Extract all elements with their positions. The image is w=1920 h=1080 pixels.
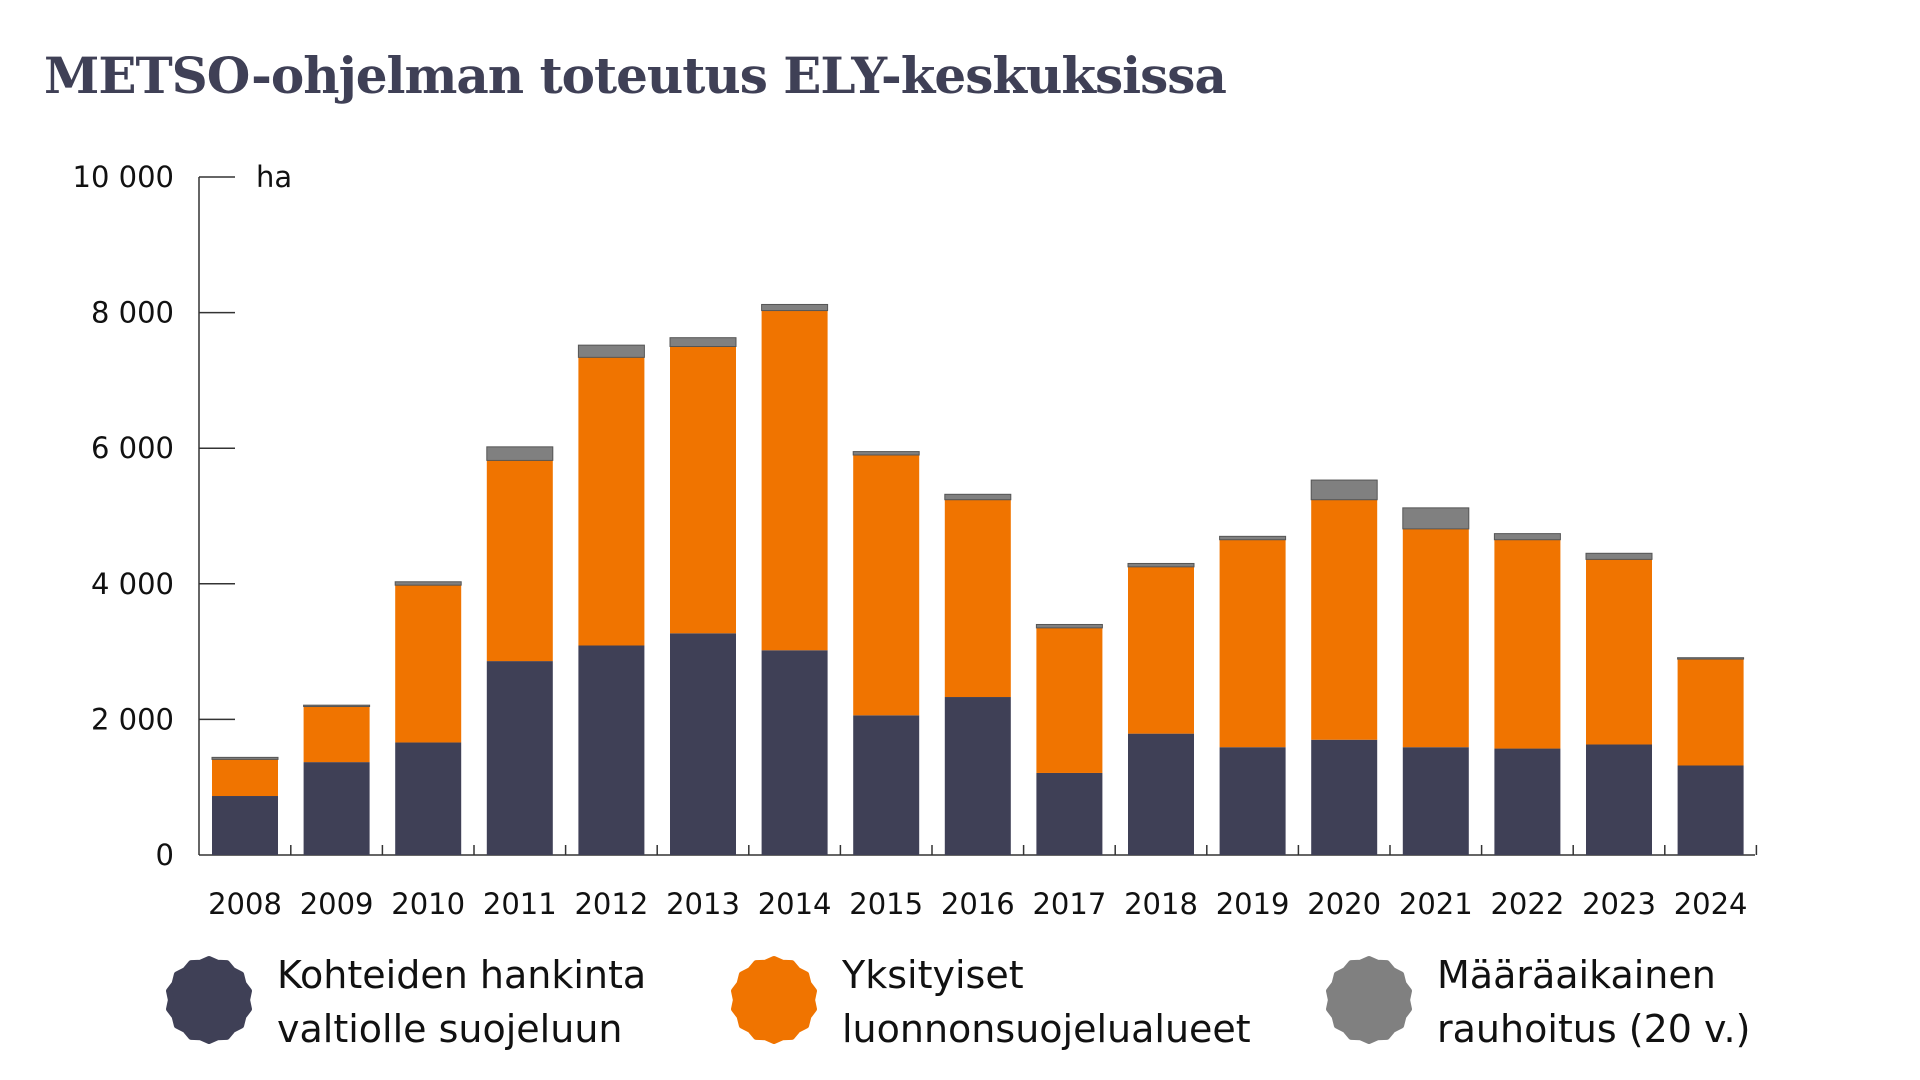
- bar-segment-2011-1: [486, 460, 553, 662]
- x-tick-label: 2020: [1307, 887, 1381, 921]
- legend-label: Kohteiden hankinta valtiolle suojeluun: [277, 948, 646, 1056]
- bar-segment-2010-0: [395, 742, 462, 855]
- x-tick-label: 2013: [666, 887, 740, 921]
- bar-segment-2011-2: [486, 446, 554, 461]
- legend-label-line: Kohteiden hankinta: [277, 953, 647, 997]
- bar-segment-2009-2: [303, 704, 371, 708]
- bar-segment-2012-0: [578, 645, 645, 855]
- bar-segment-2023-0: [1586, 744, 1652, 855]
- legend-label-line: luonnonsuojelualueet: [842, 1007, 1251, 1051]
- x-tick-label: 2011: [483, 887, 557, 921]
- bar-segment-2013-0: [670, 633, 736, 855]
- y-tick-label: 2 000: [91, 702, 174, 736]
- bar-segment-2015-0: [853, 715, 920, 855]
- legend-swatch-icon: [1326, 956, 1412, 1044]
- x-tick-label: 2008: [208, 887, 282, 921]
- chart-title: METSO-ohjelman toteutus ELY-keskuksissa: [44, 46, 1227, 105]
- bar-segment-2024-0: [1677, 765, 1744, 855]
- x-tick-label: 2014: [758, 887, 832, 921]
- y-axis-unit: ha: [256, 160, 292, 194]
- bar-segment-2022-1: [1494, 539, 1561, 749]
- x-tick-label: 2023: [1582, 887, 1656, 921]
- x-tick-label: 2022: [1490, 887, 1564, 921]
- bar-segment-2014-1: [761, 310, 828, 651]
- legend-label-line: rauhoitus (20 v.): [1437, 1007, 1751, 1051]
- bar-segment-2022-0: [1494, 748, 1561, 855]
- bar-segment-2021-2: [1402, 507, 1470, 530]
- bar-segment-2016-0: [944, 697, 1011, 855]
- x-tick-label: 2015: [849, 887, 923, 921]
- bar-segment-2014-0: [761, 650, 828, 855]
- y-tick-label: 4 000: [91, 567, 174, 601]
- bar-segment-2010-2: [394, 581, 462, 586]
- bar-segment-2014-2: [761, 303, 829, 312]
- bar-segment-2013-1: [670, 346, 736, 634]
- bar-segment-2017-0: [1036, 772, 1103, 855]
- y-tick-label: 8 000: [91, 296, 174, 330]
- x-tick-label: 2016: [941, 887, 1015, 921]
- legend-swatch-icon: [166, 956, 252, 1044]
- bar-segment-2018-0: [1128, 733, 1194, 855]
- legend-label-line: Yksityiset: [842, 953, 1024, 997]
- bar-segment-2023-1: [1586, 559, 1652, 745]
- bar-segment-2019-2: [1219, 535, 1287, 541]
- bar-segment-2008-2: [211, 756, 279, 760]
- legend-swatch-icon: [731, 956, 817, 1044]
- bar-segment-2024-2: [1677, 657, 1745, 660]
- x-tick-label: 2009: [300, 887, 374, 921]
- x-tick-label: 2017: [1032, 887, 1106, 921]
- bar-segment-2012-1: [578, 357, 645, 646]
- legend-label-line: Määräaikainen: [1437, 953, 1716, 997]
- y-tick-label: 6 000: [91, 431, 174, 465]
- bar-segment-2019-1: [1219, 539, 1286, 748]
- bar-segment-2015-2: [852, 451, 920, 456]
- legend-label: Määräaikainen rauhoitus (20 v.): [1437, 948, 1750, 1056]
- legend-label: Yksityiset luonnonsuojelualueet: [842, 948, 1251, 1056]
- legend-label-line: valtiolle suojeluun: [277, 1007, 623, 1051]
- bar-segment-2018-1: [1128, 566, 1194, 734]
- y-tick-label: 0: [156, 838, 174, 872]
- x-tick-label: 2018: [1124, 887, 1198, 921]
- bar-segment-2008-1: [212, 759, 278, 797]
- bar-segment-2016-1: [944, 499, 1011, 698]
- x-tick-label: 2019: [1216, 887, 1290, 921]
- bar-segment-2016-2: [944, 493, 1012, 501]
- bar-segment-2017-1: [1036, 627, 1103, 773]
- bar-segment-2022-2: [1493, 533, 1561, 541]
- bar-segment-2021-0: [1402, 747, 1469, 855]
- bar-segment-2012-2: [577, 344, 645, 358]
- bar-segment-2020-2: [1310, 479, 1378, 501]
- bar-segment-2020-1: [1311, 499, 1378, 740]
- x-tick-label: 2024: [1674, 887, 1748, 921]
- bar-segment-2013-2: [669, 337, 737, 348]
- bar-segment-2008-0: [212, 796, 278, 855]
- bar-segment-2019-0: [1219, 747, 1286, 855]
- bar-segment-2021-1: [1402, 528, 1469, 748]
- bar-segment-2023-2: [1585, 552, 1653, 560]
- bar-segment-2024-1: [1677, 659, 1744, 766]
- bar-segment-2009-1: [303, 706, 370, 763]
- x-tick-label: 2010: [391, 887, 465, 921]
- bar-segment-2018-2: [1127, 562, 1195, 568]
- x-tick-label: 2012: [574, 887, 648, 921]
- bar-segment-2010-1: [395, 585, 462, 743]
- y-tick-label: 10 000: [73, 160, 174, 194]
- bar-segment-2009-0: [303, 762, 370, 855]
- x-tick-label: 2021: [1399, 887, 1473, 921]
- bar-segment-2015-1: [853, 454, 920, 716]
- bar-segment-2020-0: [1311, 739, 1378, 855]
- bar-segment-2011-0: [486, 661, 553, 855]
- bar-segment-2017-2: [1035, 623, 1103, 629]
